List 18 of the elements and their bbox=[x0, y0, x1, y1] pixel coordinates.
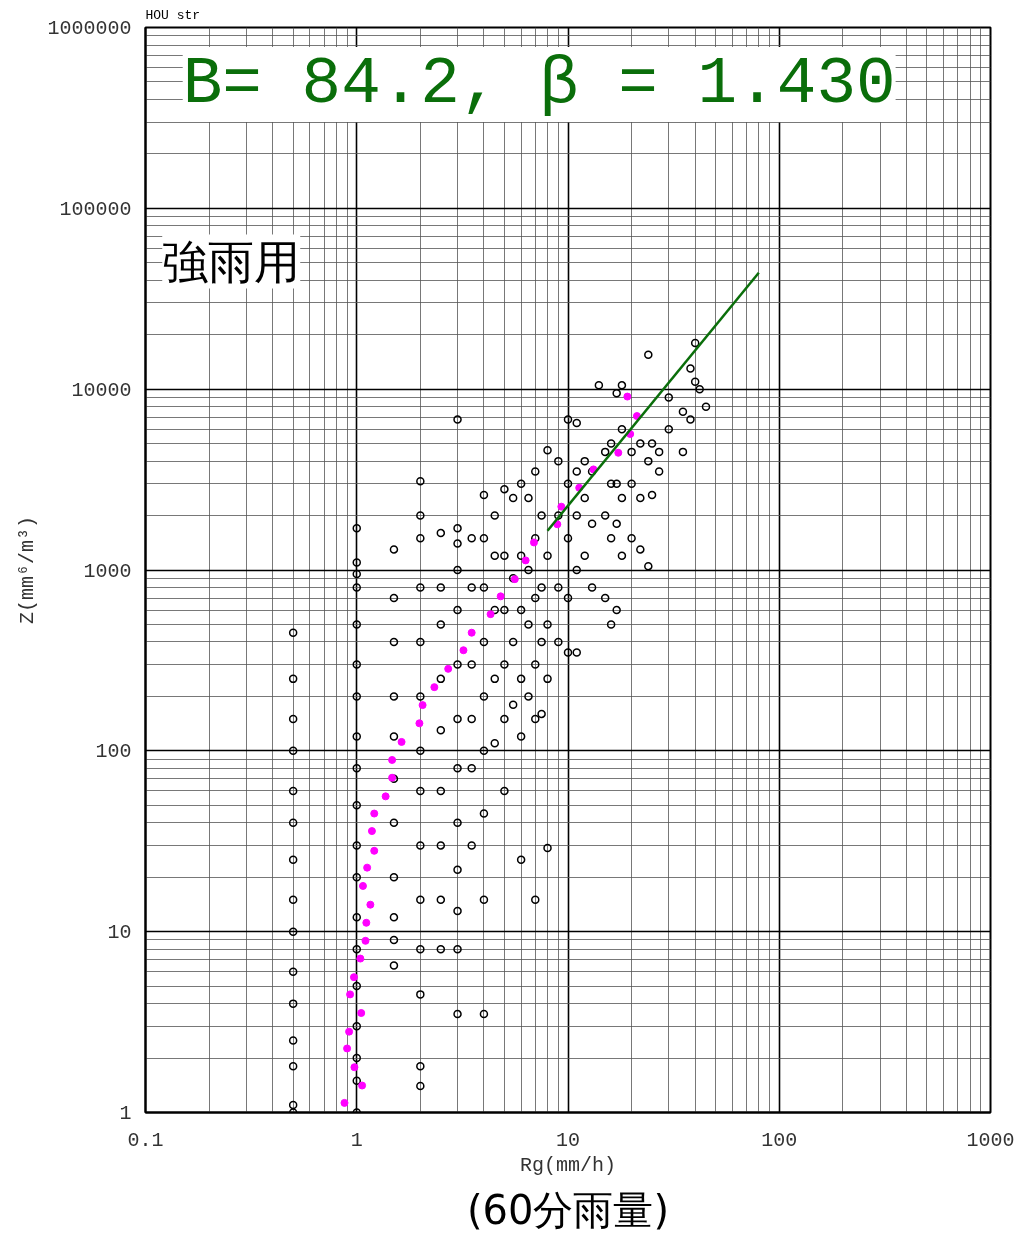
annotation: 強雨用 bbox=[162, 234, 301, 289]
y-tick-label: 1 bbox=[119, 1102, 132, 1125]
x-tick-label: 100 bbox=[761, 1128, 798, 1152]
x-tick-label: 1 bbox=[350, 1128, 363, 1152]
y-tick-label: 100000 bbox=[59, 197, 132, 221]
y-tick-label: 100 bbox=[95, 740, 132, 764]
x-axis-title: Rg(mm/h) bbox=[519, 1153, 617, 1177]
y-tick-label: 1000000 bbox=[47, 17, 132, 40]
y-tick-label: 10 bbox=[107, 921, 132, 945]
text: (60分雨量) bbox=[466, 1186, 670, 1233]
y-axis-title: Z(mm⁶/m³) bbox=[16, 515, 40, 625]
x-tick-label: 1000 bbox=[966, 1128, 1015, 1152]
x-tick-label: 0.1 bbox=[127, 1128, 164, 1152]
y-tick-label: 1000 bbox=[83, 559, 132, 583]
annotation: B= 84.2, β = 1.430 bbox=[182, 47, 896, 123]
x-tick-label: 10 bbox=[556, 1128, 581, 1152]
y-tick-label: 10000 bbox=[71, 378, 132, 402]
text: HOU str bbox=[145, 7, 201, 23]
